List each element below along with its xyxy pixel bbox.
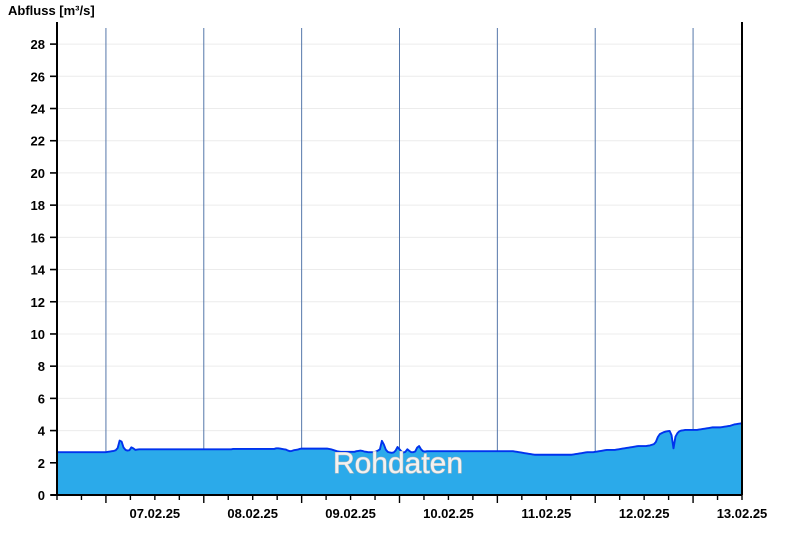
x-tick-label: 07.02.25 xyxy=(130,506,181,521)
y-tick-label: 0 xyxy=(38,488,45,503)
y-tick-label: 4 xyxy=(38,424,46,439)
y-tick-label: 12 xyxy=(31,295,45,310)
x-tick-label: 13.02.25 xyxy=(717,506,768,521)
y-tick-label: 16 xyxy=(31,230,45,245)
y-tick-label: 18 xyxy=(31,198,45,213)
x-tick-label: 09.02.25 xyxy=(325,506,376,521)
y-tick-label: 20 xyxy=(31,166,45,181)
y-tick-label: 14 xyxy=(31,263,46,278)
x-tick-label: 11.02.25 xyxy=(521,506,571,521)
watermark-text: Rohdaten xyxy=(333,447,463,480)
axis-lines xyxy=(51,22,743,496)
y-tick-label: 28 xyxy=(31,37,45,52)
y-tick-label: 10 xyxy=(31,327,45,342)
x-axis-ticks: 07.02.25 08.02.25 09.02.25 10.02.25 11.02.25… xyxy=(56,495,768,521)
day-separator-lines xyxy=(105,28,694,495)
data-area-series xyxy=(57,422,742,495)
chart-title: Abfluss [m³/s] xyxy=(8,3,95,18)
y-tick-label: 22 xyxy=(31,134,45,149)
series-fill xyxy=(57,423,742,495)
watermark: Rohdaten xyxy=(332,446,463,480)
x-tick-label: 10.02.25 xyxy=(423,506,474,521)
y-tick-label: 2 xyxy=(38,456,45,471)
y-tick-label: 24 xyxy=(31,102,46,117)
x-tick-label: 08.02.25 xyxy=(227,506,278,521)
series-line xyxy=(57,422,742,456)
y-tick-label: 6 xyxy=(38,391,45,406)
x-tick-label: 12.02.25 xyxy=(619,506,670,521)
y-tick-label: 8 xyxy=(38,359,45,374)
y-tick-label: 26 xyxy=(31,69,45,84)
